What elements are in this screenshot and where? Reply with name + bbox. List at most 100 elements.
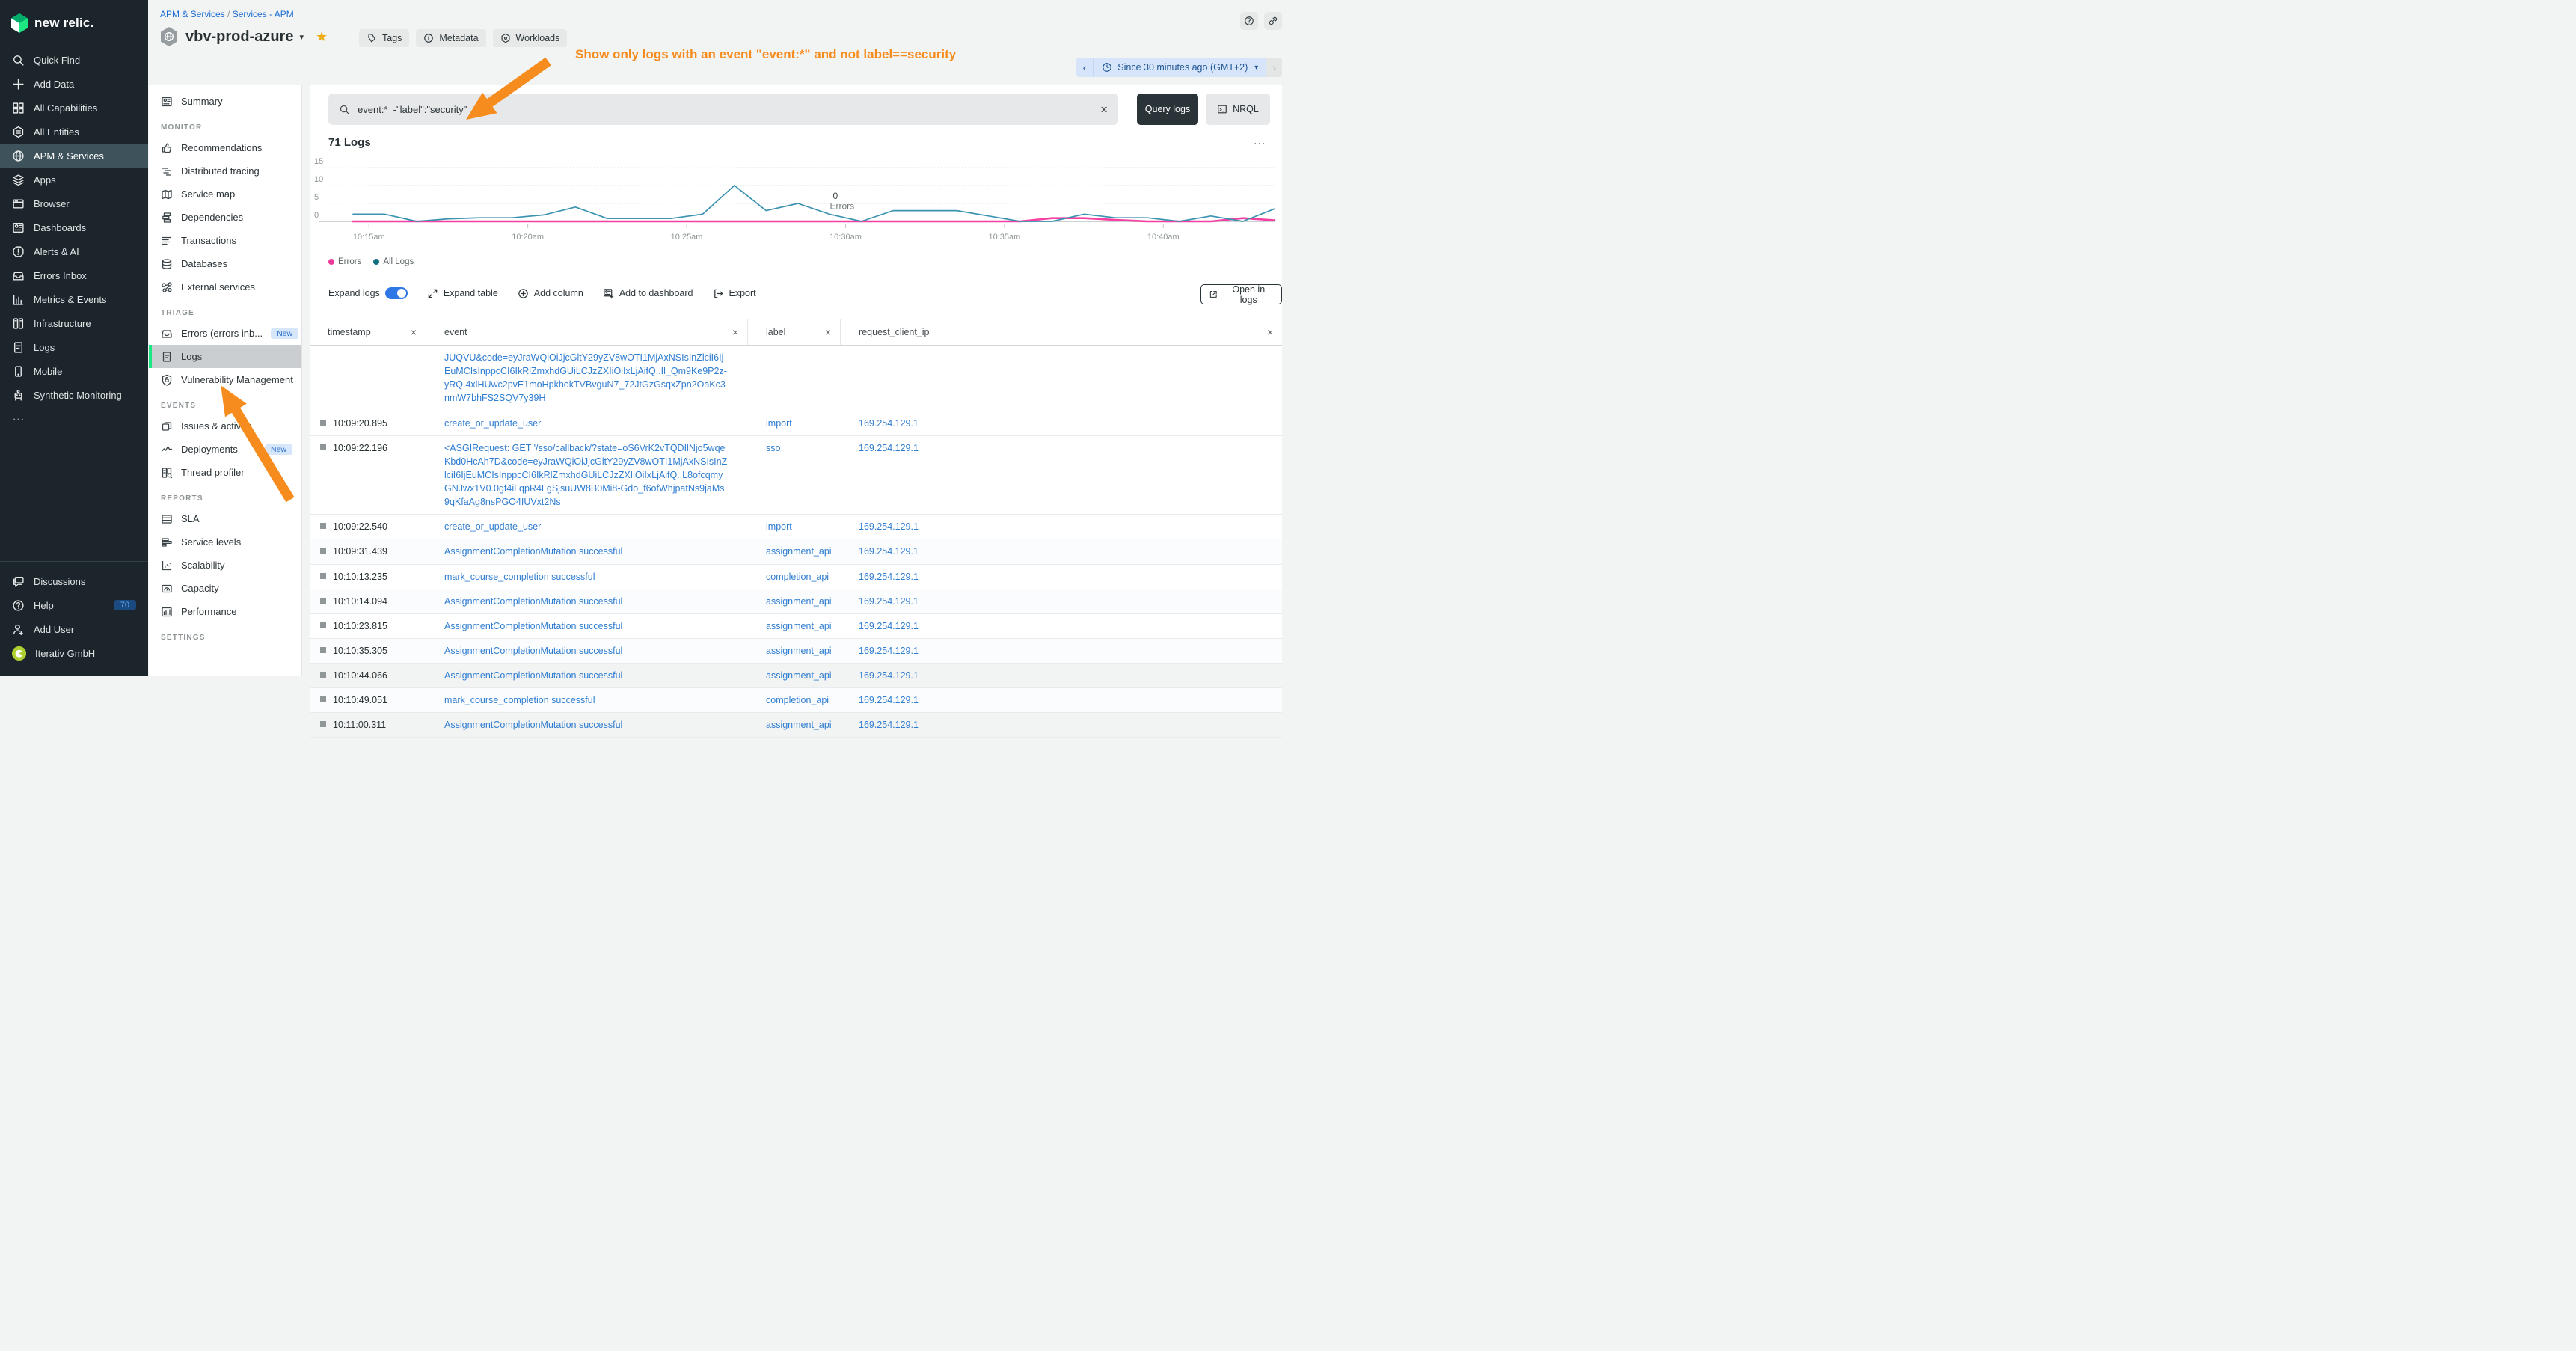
sidebar-item-browser[interactable]: Browser (0, 192, 148, 215)
cell-request-client-ip[interactable]: 169.254.129.1 (859, 442, 919, 453)
subnav-item-issues-activity[interactable]: Issues & activity (149, 414, 301, 438)
cell-label[interactable]: assignment_api (766, 645, 832, 656)
cell-event[interactable]: create_or_update_user (444, 521, 542, 533)
cell-request-client-ip[interactable]: 169.254.129.1 (859, 720, 919, 731)
subnav-item-scalability[interactable]: Scalability (149, 554, 301, 577)
cell-label[interactable]: completion_api (766, 695, 829, 706)
subnav-item-performance[interactable]: Performance (149, 600, 301, 623)
subnav-item-databases[interactable]: Databases (149, 252, 301, 275)
sidebar-item-all-capabilities[interactable]: All Capabilities (0, 96, 148, 120)
cell-label[interactable]: assignment_api (766, 620, 832, 631)
cell-event[interactable]: AssignmentCompletionMutation successful (444, 546, 623, 557)
remove-column-icon[interactable]: × (732, 326, 738, 338)
open-in-logs-button[interactable]: Open in logs (1200, 284, 1282, 305)
row-handle-icon[interactable] (320, 721, 326, 728)
sidebar-item-mobile[interactable]: Mobile (0, 359, 148, 383)
row-handle-icon[interactable] (320, 419, 326, 426)
log-row[interactable]: 10:09:20.895 create_or_update_user import 1… (310, 411, 1282, 436)
row-handle-icon[interactable] (320, 444, 326, 450)
legend-item-errors[interactable]: Errors (328, 257, 361, 266)
sidebar-item-apps[interactable]: Apps (0, 168, 148, 192)
subnav-item-summary[interactable]: Summary (149, 90, 301, 113)
subnav-item-sla[interactable]: SLA (149, 507, 301, 530)
cell-event[interactable]: mark_course_completion successful (444, 695, 595, 706)
row-handle-icon[interactable] (320, 696, 326, 703)
entity-chevron-down-icon[interactable]: ▾ (299, 32, 304, 42)
subnav-item-deployments[interactable]: Deployments New (149, 438, 301, 461)
cell-request-client-ip[interactable]: 169.254.129.1 (859, 571, 919, 582)
favorite-star-icon[interactable]: ★ (316, 28, 328, 44)
cell-event[interactable]: JUQVU&code=eyJraWQiOiJjcGltY29yZV8wOTI1M… (444, 352, 727, 404)
cell-request-client-ip[interactable]: 169.254.129.1 (859, 417, 919, 429)
remove-column-icon[interactable]: × (1266, 326, 1273, 338)
subnav-item-errors-errors-inb[interactable]: Errors (errors inb... New (149, 322, 301, 345)
log-row[interactable]: 10:10:13.235 mark_course_completion succe… (310, 565, 1282, 589)
cell-event[interactable]: <ASGIRequest: GET '/sso/callback/?state=… (444, 442, 728, 508)
metadata-button[interactable]: Metadata (416, 29, 486, 47)
log-row[interactable]: 10:10:49.051 mark_course_completion succe… (310, 688, 1282, 714)
column-header-label[interactable]: label × (748, 319, 841, 345)
breadcrumb-link-apm-services[interactable]: APM & Services (160, 9, 225, 19)
subnav-item-service-levels[interactable]: Service levels (149, 530, 301, 554)
sidebar-footer-iterativ-gmbh[interactable]: Iterativ GmbH (0, 641, 148, 665)
subnav-item-transactions[interactable]: Transactions (149, 229, 301, 252)
expand-logs-toggle[interactable]: Expand logs (328, 287, 408, 299)
tags-button[interactable]: Tags (359, 29, 410, 47)
sidebar-item-apm-services[interactable]: APM & Services (0, 144, 148, 168)
cell-request-client-ip[interactable]: 169.254.129.1 (859, 546, 919, 557)
expand-logs-switch[interactable] (384, 287, 408, 299)
subnav-item-distributed-tracing[interactable]: Distributed tracing (149, 159, 301, 183)
cell-label[interactable]: sso (766, 442, 781, 453)
subnav-item-dependencies[interactable]: Dependencies (149, 206, 301, 229)
permalink-button[interactable] (1264, 12, 1282, 30)
sidebar-item-errors-inbox[interactable]: Errors Inbox (0, 263, 148, 287)
time-picker-prev-button[interactable]: ‹ (1076, 58, 1094, 77)
cell-event[interactable]: mark_course_completion successful (444, 571, 595, 582)
add-to-dashboard-button[interactable]: Add to dashboard (603, 288, 693, 299)
cell-label[interactable]: completion_api (766, 571, 829, 582)
expand-table-button[interactable]: Expand table (427, 288, 498, 299)
subnav-item-recommendations[interactable]: Recommendations (149, 136, 301, 159)
time-picker-dropdown[interactable]: Since 30 minutes ago (GMT+2) ▾ (1094, 58, 1267, 77)
subnav-item-thread-profiler[interactable]: Thread profiler (149, 461, 301, 484)
log-row[interactable]: 10:11:00.311 AssignmentCompletionMutation… (310, 713, 1282, 738)
sidebar-footer-help[interactable]: Help 70 (0, 593, 148, 617)
sidebar-item-alerts-ai[interactable]: Alerts & AI (0, 239, 148, 263)
cell-event[interactable]: create_or_update_user (444, 417, 542, 429)
sidebar-footer-discussions[interactable]: Discussions (0, 569, 148, 593)
cell-request-client-ip[interactable]: 169.254.129.1 (859, 695, 919, 706)
log-row[interactable]: 10:10:35.305 AssignmentCompletionMutation… (310, 638, 1282, 664)
cell-event[interactable]: AssignmentCompletionMutation successful (444, 720, 623, 731)
cell-request-client-ip[interactable] (841, 346, 1282, 356)
cell-event[interactable]: AssignmentCompletionMutation successful (444, 595, 623, 607)
sidebar-item-quick-find[interactable]: Quick Find (0, 48, 148, 72)
cell-event[interactable]: AssignmentCompletionMutation successful (444, 670, 623, 681)
sidebar-item-logs[interactable]: Logs (0, 335, 148, 359)
sidebar-item-dashboards[interactable]: Dashboards (0, 215, 148, 239)
sidebar-item-add-data[interactable]: Add Data (0, 72, 148, 96)
sidebar-item-synthetic-monitoring[interactable]: Synthetic Monitoring (0, 383, 148, 407)
cell-label[interactable]: import (766, 521, 792, 533)
sidebar-item-infrastructure[interactable]: Infrastructure (0, 311, 148, 335)
sidebar-footer-add-user[interactable]: Add User (0, 617, 148, 641)
cell-label[interactable]: assignment_api (766, 720, 832, 731)
help-circle-button[interactable] (1240, 12, 1258, 30)
cell-request-client-ip[interactable]: 169.254.129.1 (859, 521, 919, 533)
cell-request-client-ip[interactable]: 169.254.129.1 (859, 670, 919, 681)
remove-column-icon[interactable]: × (824, 326, 831, 338)
log-row[interactable]: 10:10:23.815 AssignmentCompletionMutation… (310, 614, 1282, 639)
add-column-button[interactable]: Add column (518, 288, 583, 299)
new-relic-logo[interactable]: new relic. (0, 0, 148, 48)
cell-label[interactable]: import (766, 417, 792, 429)
time-picker-next-button[interactable]: › (1266, 58, 1282, 77)
log-row[interactable]: 10:09:22.196 <ASGIRequest: GET '/sso/call… (310, 436, 1282, 515)
row-handle-icon[interactable] (320, 548, 326, 554)
nrql-button[interactable]: NRQL (1206, 94, 1270, 125)
cell-label[interactable]: assignment_api (766, 595, 832, 607)
more-options-icon[interactable]: ... (1254, 135, 1266, 147)
row-handle-icon[interactable] (320, 672, 326, 678)
workloads-button[interactable]: Workloads (492, 29, 568, 47)
subnav-item-vulnerability-management[interactable]: Vulnerability Management (149, 368, 301, 391)
log-row[interactable]: 10:09:22.540 create_or_update_user import 1… (310, 515, 1282, 540)
legend-item-all-logs[interactable]: All Logs (373, 257, 414, 266)
